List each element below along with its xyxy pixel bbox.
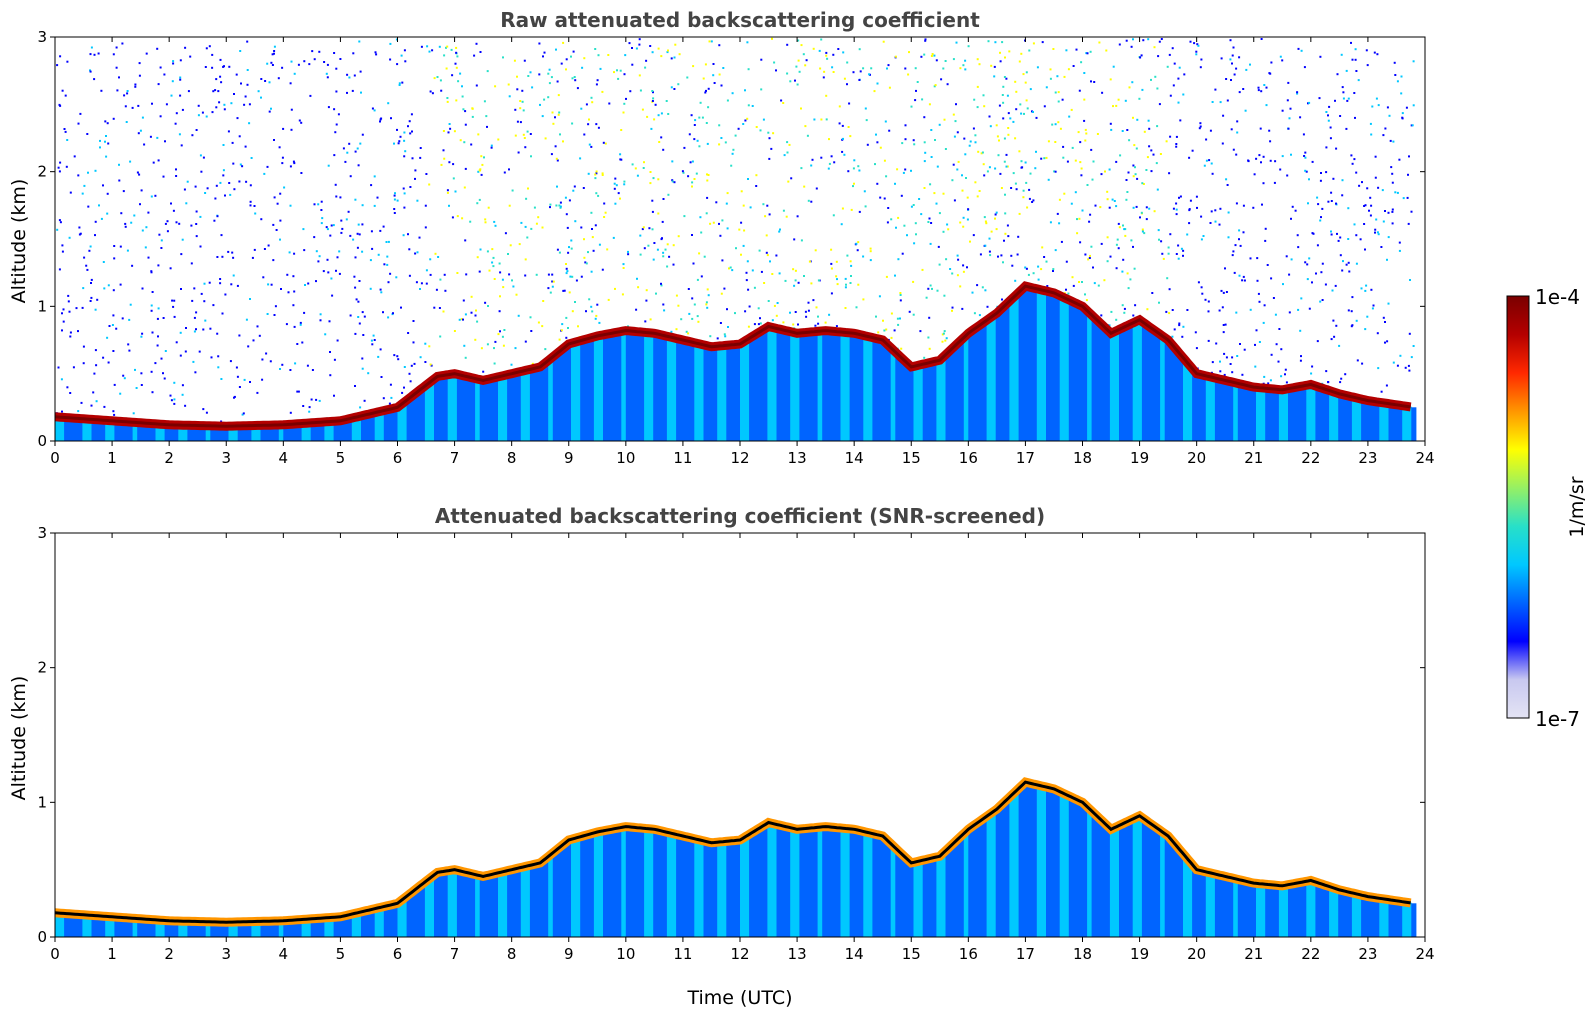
y-tick-label: 0 — [37, 928, 47, 946]
x-tick-label: 9 — [564, 449, 574, 467]
x-tick-label: 14 — [845, 945, 864, 963]
x-tick-label: 21 — [1244, 945, 1263, 963]
x-tick-label: 17 — [1016, 449, 1035, 467]
x-tick-label: 0 — [50, 449, 60, 467]
screened-heatmap-area: 0 1 2 3 4 5 6 7 8 9 10 11 12 13 14 15 16 17 18 19 20 21 22 23 24… — [37, 524, 1434, 963]
x-tick-label: 17 — [1016, 945, 1035, 963]
x-tick-label: 2 — [164, 945, 174, 963]
layer-top-core — [54, 284, 1411, 428]
x-tick-label: 15 — [902, 945, 921, 963]
raw-panel-title: Raw attenuated backscattering coefficien… — [500, 8, 980, 32]
colorbar-min-label: 1e-7 — [1535, 707, 1580, 731]
x-tick-label: 19 — [1130, 945, 1149, 963]
colorbar-max-label: 1e-4 — [1535, 285, 1580, 309]
x-tick-label: 13 — [788, 945, 807, 963]
x-tick-label: 24 — [1415, 945, 1434, 963]
x-tick-label: 20 — [1187, 945, 1206, 963]
y-tick-label: 1 — [37, 793, 47, 811]
x-tick-label: 6 — [393, 449, 403, 467]
x-tick-label: 10 — [616, 945, 635, 963]
x-tick-label: 23 — [1358, 945, 1377, 963]
raw-backscatter-panel: Raw attenuated backscattering coefficien… — [8, 8, 1435, 467]
screened-panel-ylabel: Altitude (km) — [8, 676, 30, 801]
x-tick-label: 19 — [1130, 449, 1149, 467]
x-tick-label: 18 — [1073, 449, 1092, 467]
y-tick-label: 3 — [37, 28, 47, 46]
x-tick-label: 22 — [1301, 449, 1320, 467]
x-tick-label: 11 — [673, 449, 692, 467]
x-tick-label: 22 — [1301, 945, 1320, 963]
y-tick-label: 2 — [37, 659, 47, 677]
raw-heatmap-area: 0 1 2 3 4 5 6 7 8 9 10 11 12 13 14 15 16 17 18 19 20 21 22 23 24… — [37, 28, 1434, 467]
x-tick-label: 8 — [507, 945, 517, 963]
x-tick-label: 9 — [564, 945, 574, 963]
x-tick-label: 5 — [336, 449, 346, 467]
x-tick-label: 13 — [788, 449, 807, 467]
x-tick-label: 23 — [1358, 449, 1377, 467]
x-tick-label: 12 — [730, 449, 749, 467]
x-tick-label: 4 — [279, 449, 289, 467]
x-tick-label: 18 — [1073, 945, 1092, 963]
y-tick-label: 1 — [37, 297, 47, 315]
x-tick-label: 15 — [902, 449, 921, 467]
y-tick-label: 3 — [37, 524, 47, 542]
boundary-layer-columns — [55, 782, 1417, 937]
y-tick-label: 0 — [37, 432, 47, 450]
screened-backscatter-panel: Attenuated backscattering coefficient (S… — [8, 504, 1435, 1009]
noise-speckle — [55, 37, 1415, 427]
boundary-layer-columns — [55, 286, 1417, 441]
y-tick-label: 2 — [37, 163, 47, 181]
x-tick-label: 3 — [221, 945, 231, 963]
time-axis-label: Time (UTC) — [686, 987, 792, 1009]
layer-top-core — [54, 780, 1411, 924]
x-tick-label: 11 — [673, 945, 692, 963]
x-tick-label: 6 — [393, 945, 403, 963]
screened-panel-title: Attenuated backscattering coefficient (S… — [435, 504, 1045, 528]
x-tick-label: 0 — [50, 945, 60, 963]
x-tick-label: 4 — [279, 945, 289, 963]
raw-panel-ylabel: Altitude (km) — [8, 179, 30, 304]
x-tick-label: 24 — [1415, 449, 1434, 467]
x-tick-label: 7 — [450, 945, 460, 963]
x-tick-label: 14 — [845, 449, 864, 467]
x-tick-label: 16 — [959, 449, 978, 467]
x-tick-label: 7 — [450, 449, 460, 467]
colorbar-gradient — [1506, 295, 1530, 719]
x-tick-label: 1 — [107, 449, 117, 467]
x-tick-label: 1 — [107, 945, 117, 963]
x-tick-label: 2 — [164, 449, 174, 467]
x-tick-label: 12 — [730, 945, 749, 963]
x-tick-label: 5 — [336, 945, 346, 963]
x-tick-label: 10 — [616, 449, 635, 467]
x-tick-label: 3 — [221, 449, 231, 467]
x-tick-label: 8 — [507, 449, 517, 467]
colorbar-unit-label: 1/m/sr — [1566, 476, 1588, 537]
x-tick-label: 16 — [959, 945, 978, 963]
colorbar: 1e-4 1e-7 1/m/sr — [1506, 285, 1588, 731]
x-tick-label: 20 — [1187, 449, 1206, 467]
x-tick-label: 21 — [1244, 449, 1263, 467]
